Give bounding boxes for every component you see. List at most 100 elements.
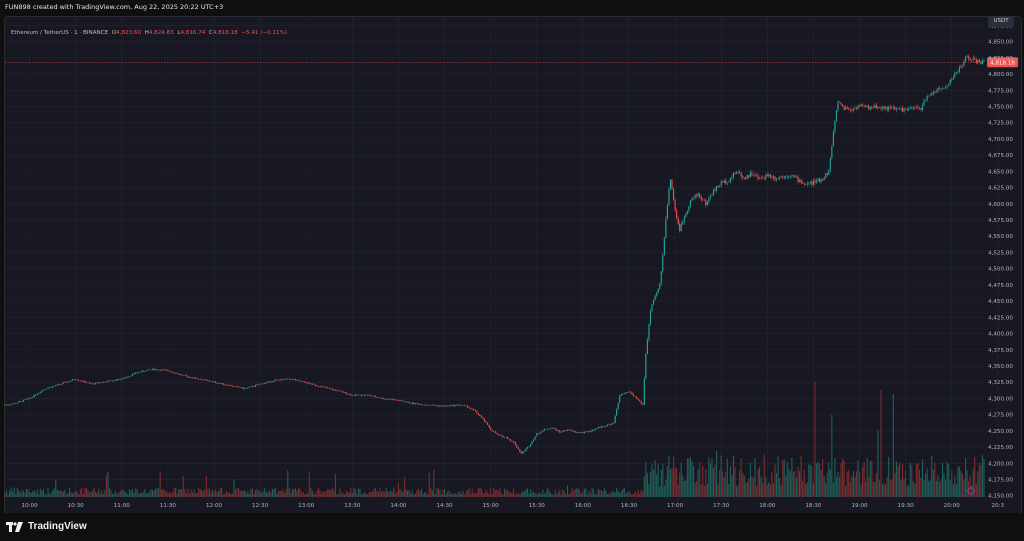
volume-bar [848, 470, 850, 497]
candle-body [732, 172, 735, 178]
volume-bar [41, 491, 43, 497]
volume-bar [806, 482, 808, 497]
volume-bar [868, 476, 870, 497]
volume-bar [699, 462, 701, 497]
candle-body [516, 445, 518, 448]
currency-badge[interactable]: USDT [988, 16, 1014, 27]
volume-bar [347, 492, 349, 497]
volume-bar [817, 461, 819, 497]
candle-body [216, 382, 218, 384]
volume-bar [419, 491, 421, 497]
volume-bar [963, 479, 965, 497]
volume-bar [167, 492, 169, 497]
volume-bar [439, 489, 441, 497]
candle-body [173, 372, 175, 374]
volume-bar [865, 481, 867, 497]
volume-bar [33, 490, 35, 497]
x-tick-label: 15:30 [529, 503, 546, 509]
volume-bar [951, 470, 953, 497]
volume-bar [425, 492, 427, 497]
candle-body [766, 174, 768, 176]
volume-bar [39, 488, 41, 497]
volume-bar [164, 490, 166, 497]
candle-body [377, 397, 380, 398]
volume-bar [44, 493, 46, 497]
volume-bar [603, 487, 605, 497]
candle-body [82, 380, 84, 382]
volume-bar [697, 469, 699, 497]
candle-body [397, 400, 400, 401]
volume-bar [45, 494, 48, 497]
volume-bar [98, 488, 100, 497]
candle-body [119, 379, 121, 380]
candle-body [170, 371, 172, 373]
volume-bar [620, 491, 622, 497]
volume-bar [482, 492, 484, 497]
volume-bar [211, 489, 214, 497]
volume-bar [193, 489, 195, 497]
volume-bar [517, 493, 519, 497]
candle-body [327, 387, 329, 389]
last-price-label: 4,818.18 [990, 60, 1015, 66]
volume-bar [583, 488, 585, 497]
grid-lines [5, 17, 999, 497]
y-tick-label: 4,400.00 [988, 332, 1013, 338]
volume-bar [754, 458, 756, 497]
volume-bar [683, 480, 685, 497]
candle-body [436, 405, 438, 407]
volume-bar [334, 473, 337, 497]
volume-bar [579, 490, 581, 497]
candle-body [660, 271, 662, 284]
candle-body [334, 389, 337, 391]
candle-body [574, 431, 576, 433]
candle-body [391, 399, 393, 401]
volume-bar [948, 463, 950, 497]
volume-bar [205, 476, 207, 497]
volume-bar [93, 487, 95, 497]
volume-bar [505, 489, 507, 497]
volume-bar [113, 493, 115, 497]
volume-bar [895, 461, 897, 497]
volume-bar [234, 489, 237, 497]
candle-body [905, 108, 907, 110]
candle-body [225, 384, 227, 386]
candle-body [891, 107, 893, 109]
volume-bar [281, 491, 283, 497]
candle-body [313, 383, 315, 385]
volume-bar [636, 493, 638, 497]
candle-body [774, 176, 776, 180]
y-tick-label: 4,675.00 [988, 153, 1013, 159]
candle-body [55, 385, 57, 387]
volume-bar [267, 492, 269, 497]
candle-body [65, 381, 68, 383]
volume-bar [696, 481, 698, 497]
candle-body [792, 175, 794, 176]
volume-bar [245, 493, 247, 497]
volume-bar [396, 491, 398, 497]
volume-bar [949, 479, 951, 497]
volume-bar [923, 480, 925, 497]
candle-body [739, 172, 741, 174]
candle-body [496, 433, 498, 434]
volume-bar [427, 494, 429, 497]
candle-body [274, 379, 277, 381]
volume-bar [185, 493, 187, 497]
volume-bar [849, 481, 851, 497]
volume-bar [231, 493, 234, 497]
volume-bar [763, 455, 765, 497]
candle-body [371, 395, 373, 397]
volume-bar [971, 485, 973, 497]
volume-bar [794, 470, 796, 497]
volume-bar [467, 489, 469, 497]
candle-body [754, 174, 756, 176]
volume-bar [496, 489, 498, 497]
volume-bar [141, 492, 143, 497]
candle-body [474, 410, 476, 411]
candle-body [645, 353, 647, 379]
volume-bar [330, 489, 332, 497]
candle-body [860, 104, 862, 107]
candle-body [425, 404, 427, 406]
volume-bar [61, 490, 63, 497]
volume-bar [938, 482, 940, 497]
